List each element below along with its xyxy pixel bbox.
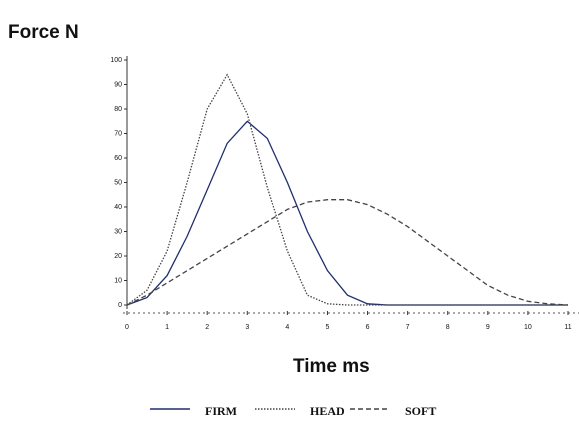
legend-label: SOFT xyxy=(405,404,436,418)
y-tick-label: 70 xyxy=(114,130,122,137)
legend-label: FIRM xyxy=(205,404,237,418)
x-tick-label: 9 xyxy=(486,324,490,331)
x-axis-label: Time ms xyxy=(293,356,370,377)
y-tick-label: 100 xyxy=(110,57,122,64)
series-line xyxy=(126,120,568,306)
x-tick-label: 10 xyxy=(524,324,532,331)
y-tick-label: 60 xyxy=(114,155,122,162)
y-tick-label: 90 xyxy=(114,81,122,88)
y-tick-label: 40 xyxy=(114,204,122,211)
series-line xyxy=(126,199,569,306)
chart-title: Force N xyxy=(8,22,79,43)
legend-label: HEAD xyxy=(310,404,345,418)
x-tick-label: 8 xyxy=(446,324,450,331)
y-tick-label: 50 xyxy=(114,179,122,186)
x-tick-label: 1 xyxy=(165,324,169,331)
y-tick-label: 10 xyxy=(114,277,122,284)
x-tick-label: 7 xyxy=(406,324,410,331)
x-tick-label: 0 xyxy=(125,324,129,331)
x-tick-label: 4 xyxy=(285,324,289,331)
y-tick-label: 20 xyxy=(114,253,122,260)
y-tick-label: 30 xyxy=(114,228,122,235)
x-tick-label: 3 xyxy=(245,324,249,331)
y-tick-label: 0 xyxy=(118,302,122,309)
series-line xyxy=(126,73,568,306)
y-tick-label: 80 xyxy=(114,106,122,113)
x-tick-label: 11 xyxy=(564,324,571,331)
x-tick-label: 6 xyxy=(366,324,370,331)
x-tick-label: 5 xyxy=(326,324,330,331)
x-tick-label: 2 xyxy=(205,324,209,331)
